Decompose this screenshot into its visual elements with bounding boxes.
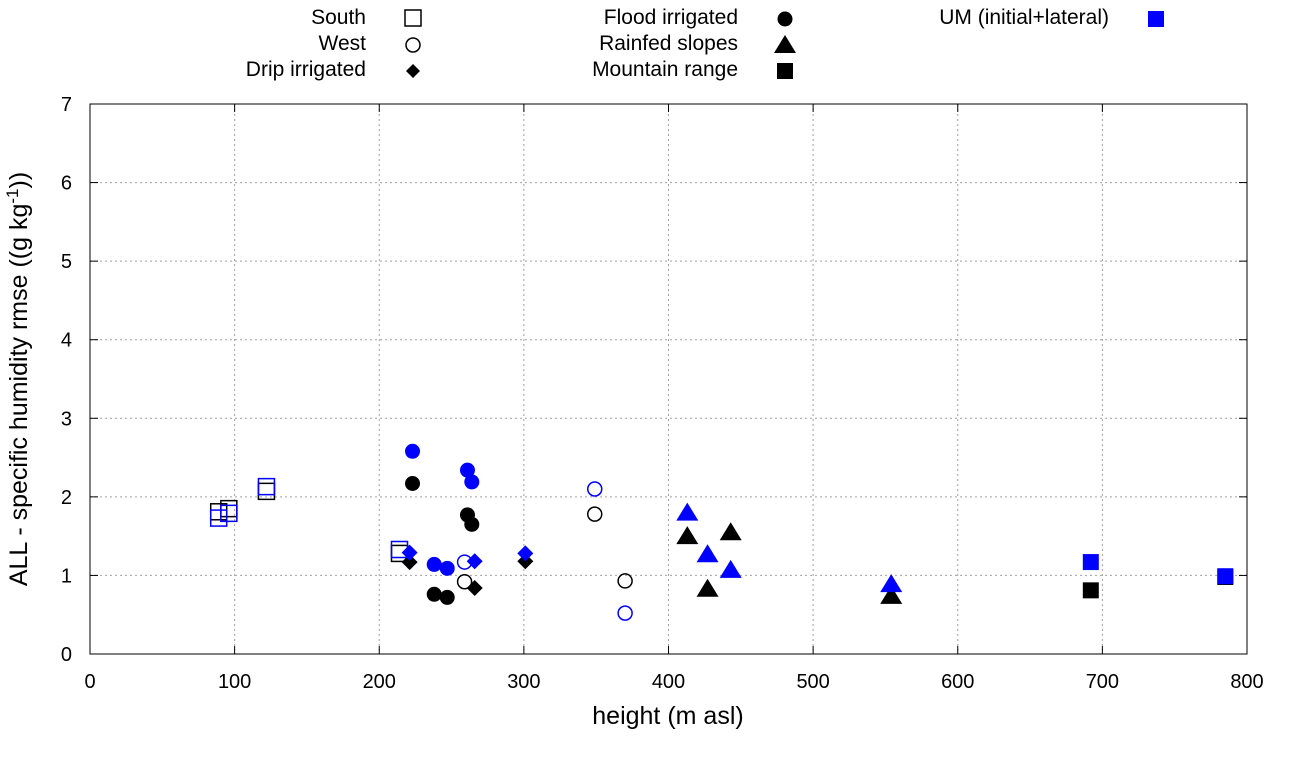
point-rainfed-slopes-reference [676, 526, 699, 545]
point-west-reference [586, 506, 603, 522]
point-flood-irrigated-um [464, 474, 480, 490]
point-drip-irrigated-um [401, 544, 418, 561]
legend-marker [777, 63, 793, 79]
legend-label: UM (initial+lateral) [939, 6, 1109, 29]
legend-label: Flood irrigated [604, 6, 738, 29]
point-south-um [257, 477, 276, 496]
point-drip-irrigated-um [466, 553, 483, 570]
point-flood-irrigated-um [426, 556, 442, 572]
point-rainfed-slopes-reference [719, 522, 742, 541]
point-flood-irrigated-reference [439, 589, 455, 605]
legend-label: South [311, 6, 366, 29]
legend-label: Drip irrigated [246, 58, 366, 81]
x-tick-label: 700 [1086, 671, 1119, 693]
legend-marker [405, 37, 421, 53]
point-flood-irrigated-reference [405, 476, 421, 491]
y-tick-label: 0 [61, 644, 72, 666]
point-west-reference [617, 573, 633, 589]
y-tick-label: 5 [61, 251, 72, 273]
point-flood-irrigated-reference [464, 516, 480, 532]
y-tick-label: 6 [61, 173, 72, 195]
point-flood-irrigated-um [459, 462, 475, 478]
point-flood-irrigated-um [439, 560, 455, 576]
legend-marker [406, 64, 420, 78]
legend-label: West [319, 32, 367, 55]
point-mountain-range-um [1082, 554, 1099, 571]
point-west-reference [456, 573, 473, 590]
y-axis-label: ALL - specific humidity rmse ((g kg-1)) [3, 172, 33, 586]
legend-marker [1148, 11, 1164, 27]
legend-label: Rainfed slopes [599, 32, 738, 55]
axis-ticks: 0 100 200 300 400 500 600 700 800 0 1 2 3 4 5 6 7 [61, 94, 1264, 693]
y-tick-label: 2 [61, 487, 72, 509]
point-mountain-range-reference [1082, 582, 1099, 599]
point-rainfed-slopes-reference [880, 585, 903, 604]
point-mountain-range-um [1217, 568, 1234, 585]
legend: South West Drip irrigated Flood irrigated Ra… [246, 6, 1164, 81]
y-tick-label: 7 [61, 94, 72, 116]
x-tick-label: 600 [941, 671, 974, 693]
data-points [209, 443, 1234, 621]
point-rainfed-slopes-reference [696, 578, 719, 597]
grid [90, 104, 1247, 654]
point-drip-irrigated-reference [466, 580, 483, 596]
x-tick-label: 300 [507, 671, 540, 693]
legend-label: Mountain range [592, 58, 738, 81]
point-rainfed-slopes-um [719, 559, 742, 578]
point-south-um [209, 509, 228, 527]
x-tick-label: 0 [84, 671, 95, 693]
x-axis-label: height (m asl) [592, 702, 743, 730]
point-drip-irrigated-um [517, 545, 534, 562]
point-flood-irrigated-um [405, 443, 421, 459]
point-west-um [617, 605, 633, 621]
x-tick-label: 400 [652, 671, 685, 693]
y-tick-label: 3 [61, 408, 72, 430]
point-rainfed-slopes-um [676, 502, 699, 521]
point-rainfed-slopes-um [696, 544, 719, 563]
y-tick-label: 1 [61, 565, 72, 587]
point-south-um [220, 504, 238, 523]
point-rainfed-slopes-um [880, 574, 903, 593]
x-tick-label: 800 [1230, 671, 1263, 693]
legend-marker [404, 9, 422, 27]
x-tick-label: 100 [218, 671, 251, 693]
point-west-um [586, 481, 603, 497]
point-flood-irrigated-reference [426, 586, 442, 602]
legend-marker [777, 11, 793, 27]
legend-marker [774, 35, 796, 53]
y-tick-label: 4 [61, 330, 72, 352]
x-tick-label: 500 [796, 671, 829, 693]
x-tick-label: 200 [363, 671, 396, 693]
